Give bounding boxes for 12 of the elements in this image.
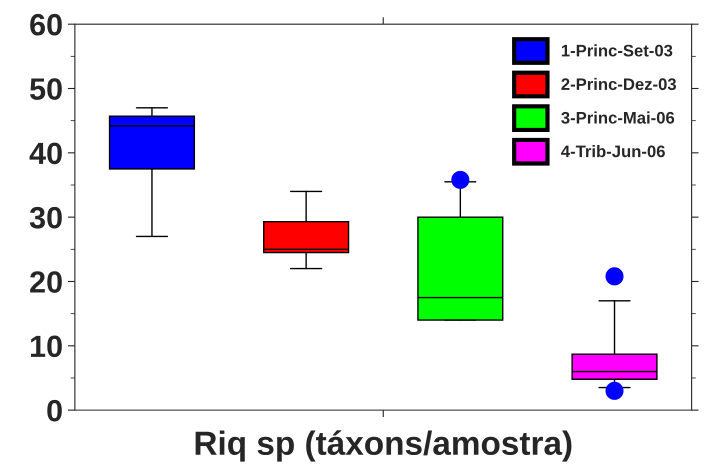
x-axis-title: Riq sp (táxons/amostra) — [196, 430, 572, 462]
y-tick-label: 30 — [30, 206, 62, 229]
y-tick-label: 0 — [47, 400, 62, 422]
legend-label: 1-Princ-Set-03 — [562, 44, 672, 57]
y-tick-label: 60 — [30, 14, 62, 36]
legend-label: 4-Trib-Jun-06 — [561, 145, 665, 158]
y-tick-label: 40 — [30, 142, 62, 164]
legend-label: 3-Princ-Mai-06 — [561, 111, 674, 124]
y-tick-label: 10 — [31, 336, 62, 358]
legend-label: 2-Princ-Dez-03 — [561, 78, 676, 90]
y-tick-label: 20 — [30, 271, 62, 293]
y-tick-label: 50 — [30, 78, 62, 100]
